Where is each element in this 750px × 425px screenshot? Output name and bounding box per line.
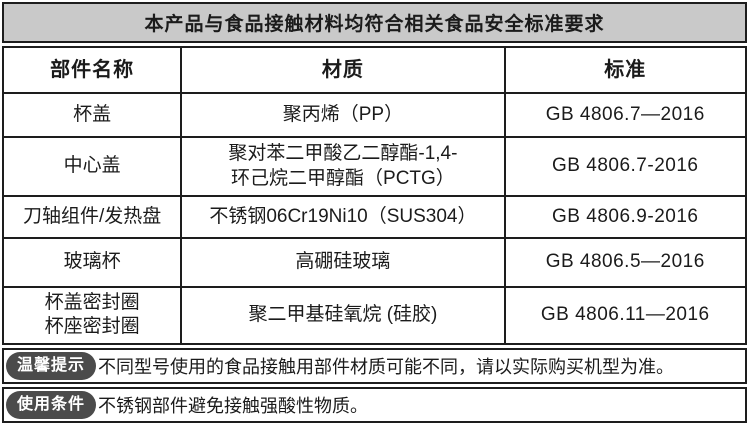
table-row: 中心盖 聚对苯二甲酸乙二醇酯-1,4- 环己烷二甲醇酯（PCTG） GB 480… bbox=[1, 136, 748, 197]
column-header-material: 材质 bbox=[180, 46, 506, 94]
usage-label-badge: 使用条件 bbox=[6, 391, 97, 419]
part-cell: 玻璃杯 bbox=[1, 237, 183, 288]
part-cell: 中心盖 bbox=[1, 136, 183, 197]
standard-cell: GB 4806.7—2016 bbox=[503, 91, 748, 139]
materials-table-wrap: 部件名称 材质 标准 杯盖 聚丙烯（PP） GB 4806.7—2016 中心盖… bbox=[1, 46, 748, 345]
standard-cell: GB 4806.7-2016 bbox=[503, 136, 748, 197]
materials-table: 部件名称 材质 标准 杯盖 聚丙烯（PP） GB 4806.7—2016 中心盖… bbox=[1, 46, 748, 345]
standard-cell: GB 4806.9-2016 bbox=[503, 194, 748, 240]
column-header-standard: 标准 bbox=[503, 46, 748, 94]
part-cell: 杯盖 bbox=[1, 91, 183, 139]
material-cell: 聚丙烯（PP） bbox=[180, 91, 506, 139]
material-cell: 高硼硅玻璃 bbox=[180, 237, 506, 288]
note-usage: 使用条件 不锈钢部件避免接触强酸性物质。 bbox=[2, 387, 747, 423]
tip-label-badge: 温馨提示 bbox=[6, 352, 97, 380]
table-row: 杯盖 聚丙烯（PP） GB 4806.7—2016 bbox=[1, 91, 748, 139]
tip-text: 不同型号使用的食品接触用部件材质可能不同，请以实际购买机型为准。 bbox=[98, 357, 675, 377]
table-row: 杯盖密封圈 杯座密封圈 聚二甲基硅氧烷 (硅胶) GB 4806.11—2016 bbox=[1, 285, 748, 345]
standard-cell: GB 4806.11—2016 bbox=[503, 285, 748, 345]
material-cell: 不锈钢06Cr19Ni10（SUS304） bbox=[180, 194, 506, 240]
note-tip: 温馨提示 不同型号使用的食品接触用部件材质可能不同，请以实际购买机型为准。 bbox=[2, 348, 747, 384]
usage-text: 不锈钢部件避免接触强酸性物质。 bbox=[98, 396, 369, 416]
column-header-part: 部件名称 bbox=[1, 46, 183, 94]
material-cell: 聚对苯二甲酸乙二醇酯-1,4- 环己烷二甲醇酯（PCTG） bbox=[180, 136, 506, 197]
part-cell: 刀轴组件/发热盘 bbox=[1, 194, 183, 240]
panel-title: 本产品与食品接触材料均符合相关食品安全标准要求 bbox=[2, 2, 747, 43]
standard-cell: GB 4806.5—2016 bbox=[503, 237, 748, 288]
material-cell: 聚二甲基硅氧烷 (硅胶) bbox=[180, 285, 506, 345]
table-row: 刀轴组件/发热盘 不锈钢06Cr19Ni10（SUS304） GB 4806.9… bbox=[1, 194, 748, 240]
table-header-row: 部件名称 材质 标准 bbox=[1, 46, 748, 94]
part-cell: 杯盖密封圈 杯座密封圈 bbox=[1, 285, 183, 345]
table-row: 玻璃杯 高硼硅玻璃 GB 4806.5—2016 bbox=[1, 237, 748, 288]
